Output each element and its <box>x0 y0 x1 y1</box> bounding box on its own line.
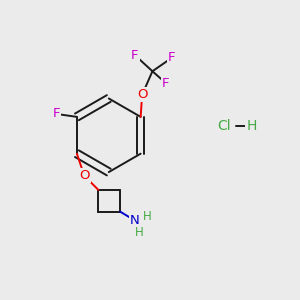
Text: H: H <box>143 209 152 223</box>
Text: N: N <box>130 214 140 227</box>
Text: F: F <box>52 107 60 120</box>
Text: H: H <box>135 226 144 239</box>
Text: F: F <box>162 76 169 89</box>
Text: O: O <box>137 88 147 101</box>
Text: F: F <box>168 52 175 64</box>
Text: O: O <box>79 169 89 182</box>
Text: F: F <box>131 49 139 62</box>
Text: Cl: Cl <box>217 119 230 134</box>
Text: H: H <box>246 119 257 134</box>
